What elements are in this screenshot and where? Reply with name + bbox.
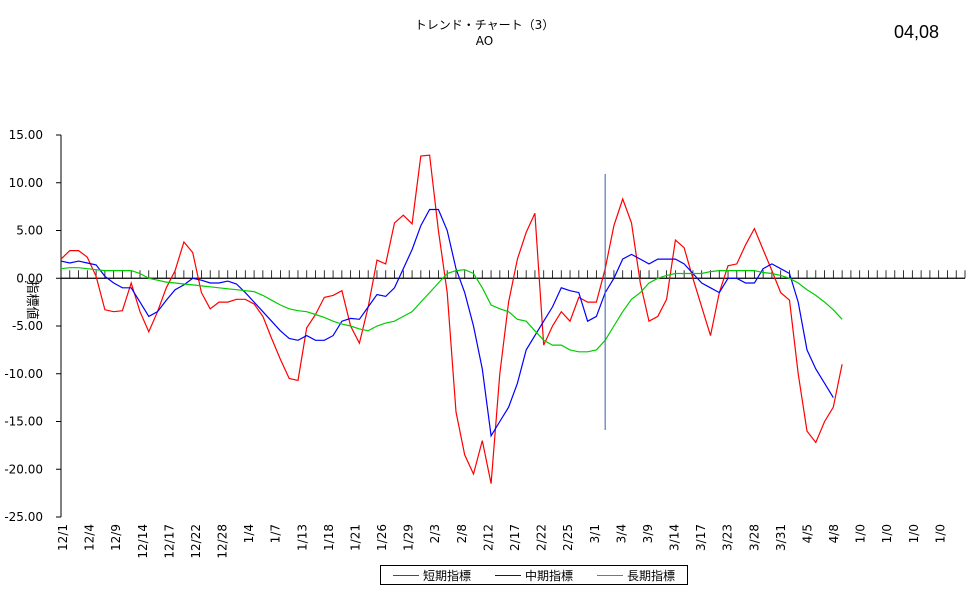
- x-tick-label: 1/13: [295, 524, 309, 551]
- x-tick-label: 12/28: [216, 524, 230, 559]
- x-tick-label: 1/21: [348, 524, 362, 551]
- x-tick-label: 1/0: [880, 524, 894, 543]
- x-tick-label: 12/14: [136, 524, 150, 559]
- x-tick-label: 2/22: [535, 524, 549, 551]
- y-tick-label: 5.00: [16, 224, 43, 238]
- legend-label: 短期指標: [422, 568, 471, 583]
- y-tick-label: -15.00: [4, 415, 43, 429]
- legend: 短期指標 中期指標 長期指標: [380, 565, 688, 585]
- x-tick-label: 4/8: [827, 524, 841, 543]
- x-tick-label: 3/17: [694, 524, 708, 551]
- y-axis-label: 指標値: [24, 280, 40, 319]
- legend-label: 中期指標: [524, 568, 573, 583]
- series-line: [60, 208, 834, 438]
- period-code: 04,08: [893, 22, 939, 42]
- x-tick-label: 2/17: [508, 524, 522, 551]
- x-tick-label: 1/0: [854, 524, 868, 543]
- x-tick-label: 1/26: [375, 524, 389, 551]
- y-tick-label: -5.00: [12, 319, 43, 333]
- x-tick-label: 12/22: [189, 524, 203, 559]
- x-tick-label: 1/18: [322, 524, 336, 551]
- x-tick-label: 12/1: [56, 524, 70, 551]
- x-tick-label: 1/0: [933, 524, 947, 543]
- y-tick-label: -25.00: [4, 510, 43, 524]
- legend-swatch: [596, 574, 623, 576]
- x-tick-label: 3/1: [588, 524, 602, 543]
- x-tick-label: 1/29: [402, 524, 416, 551]
- x-tick-label: 4/5: [800, 524, 814, 543]
- chart-series: [60, 154, 843, 484]
- x-tick-label: 3/14: [668, 524, 682, 551]
- x-tick-label: 2/12: [481, 524, 495, 551]
- series-line: [60, 267, 843, 353]
- legend-item: 中期指標: [494, 567, 573, 584]
- y-tick-label: -10.00: [4, 367, 43, 381]
- legend-swatch: [494, 574, 521, 576]
- x-tick-label: 12/9: [109, 524, 123, 551]
- x-tick-label: 3/23: [721, 524, 735, 551]
- legend-label: 長期指標: [626, 568, 675, 583]
- y-tick-label: 15.00: [9, 128, 43, 142]
- x-tick-label: 3/28: [747, 524, 761, 551]
- x-tick-label: 3/4: [614, 524, 628, 543]
- series-line: [60, 154, 843, 484]
- x-tick-label: 2/8: [455, 524, 469, 543]
- chart-axes: 15.00 10.00 5.00 0.00 -5.00 -10.00 -15.00 -20.0…: [4, 128, 966, 559]
- x-tick-label: 2/3: [428, 524, 442, 543]
- x-tick-label: 3/31: [774, 524, 788, 551]
- y-tick-label: -20.00: [4, 462, 43, 476]
- x-tick-label: 1/0: [907, 524, 921, 543]
- x-tick-label: 12/17: [162, 524, 176, 559]
- legend-item: 長期指標: [596, 567, 675, 584]
- chart-title: トレンド・チャート（3）: [414, 18, 555, 32]
- x-tick-label: 1/7: [269, 524, 283, 543]
- legend-swatch: [392, 574, 419, 576]
- x-tick-label: 3/9: [641, 524, 655, 543]
- chart-subtitle: AO: [475, 34, 494, 48]
- x-tick-label: 12/4: [83, 524, 97, 551]
- y-tick-label: 10.00: [9, 176, 43, 190]
- x-tick-label: 1/4: [242, 524, 256, 543]
- x-tick-label: 2/25: [561, 524, 575, 551]
- y-tick-label: 0.00: [16, 271, 43, 285]
- legend-item: 短期指標: [392, 567, 471, 584]
